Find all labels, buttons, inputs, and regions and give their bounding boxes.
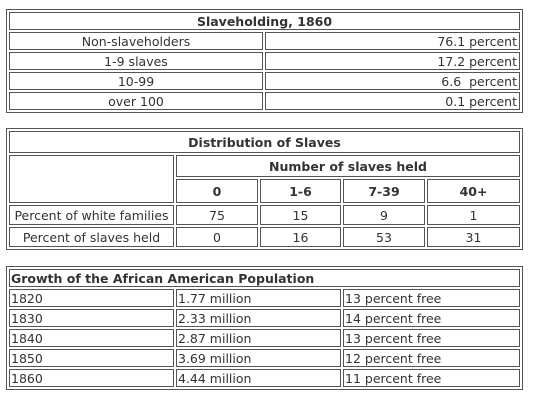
growth-year: 1860 (9, 369, 174, 387)
slaveholding-label: over 100 (9, 92, 263, 110)
slaveholding-label: 1-9 slaves (9, 52, 263, 70)
table-row: 1830 2.33 million 14 percent free (9, 309, 520, 327)
distribution-column-header: 1-6 (260, 179, 341, 203)
table-row: 1850 3.69 million 12 percent free (9, 349, 520, 367)
slaveholding-label: Non-slaveholders (9, 32, 263, 50)
table-row: Percent of white families 75 15 9 1 (9, 205, 520, 225)
slaveholding-label: 10-99 (9, 72, 263, 90)
distribution-cell: 53 (343, 227, 425, 247)
growth-free-percent: 11 percent free (343, 369, 520, 387)
distribution-row-label: Percent of slaves held (9, 227, 174, 247)
growth-table: Growth of the African American Populatio… (6, 266, 523, 390)
growth-free-percent: 14 percent free (343, 309, 520, 327)
distribution-column-header: 0 (176, 179, 258, 203)
slaveholding-table: Slaveholding, 1860 Non-slaveholders 76.1… (6, 9, 523, 113)
growth-free-percent: 12 percent free (343, 349, 520, 367)
slaveholding-value: 6.6 percent (265, 72, 520, 90)
growth-year: 1840 (9, 329, 174, 347)
growth-population: 3.69 million (176, 349, 341, 367)
distribution-cell: 0 (176, 227, 258, 247)
distribution-cell: 16 (260, 227, 341, 247)
slaveholding-value: 76.1 percent (265, 32, 520, 50)
table-row: 1-9 slaves 17.2 percent (9, 52, 520, 70)
table-row: 1840 2.87 million 13 percent free (9, 329, 520, 347)
growth-population: 4.44 million (176, 369, 341, 387)
distribution-column-header: 7-39 (343, 179, 425, 203)
slaveholding-title: Slaveholding, 1860 (9, 12, 520, 30)
table-row: 10-99 6.6 percent (9, 72, 520, 90)
distribution-title: Distribution of Slaves (9, 131, 520, 153)
distribution-column-header: 40+ (427, 179, 520, 203)
distribution-group-header: Number of slaves held (176, 155, 520, 177)
slaveholding-value: 0.1 percent (265, 92, 520, 110)
distribution-table: Distribution of Slaves Number of slaves … (6, 128, 523, 250)
table-row: Non-slaveholders 76.1 percent (9, 32, 520, 50)
distribution-cell: 75 (176, 205, 258, 225)
slaveholding-value: 17.2 percent (265, 52, 520, 70)
table-row: over 100 0.1 percent (9, 92, 520, 110)
growth-free-percent: 13 percent free (343, 289, 520, 307)
distribution-row-label: Percent of white families (9, 205, 174, 225)
growth-year: 1820 (9, 289, 174, 307)
distribution-cell: 15 (260, 205, 341, 225)
growth-title: Growth of the African American Populatio… (9, 269, 520, 287)
table-row: 1860 4.44 million 11 percent free (9, 369, 520, 387)
growth-population: 2.87 million (176, 329, 341, 347)
distribution-cell: 9 (343, 205, 425, 225)
distribution-corner-cell (9, 155, 174, 203)
growth-population: 1.77 million (176, 289, 341, 307)
growth-year: 1830 (9, 309, 174, 327)
distribution-cell: 31 (427, 227, 520, 247)
growth-free-percent: 13 percent free (343, 329, 520, 347)
table-row: 1820 1.77 million 13 percent free (9, 289, 520, 307)
distribution-cell: 1 (427, 205, 520, 225)
growth-population: 2.33 million (176, 309, 341, 327)
growth-year: 1850 (9, 349, 174, 367)
table-row: Percent of slaves held 0 16 53 31 (9, 227, 520, 247)
